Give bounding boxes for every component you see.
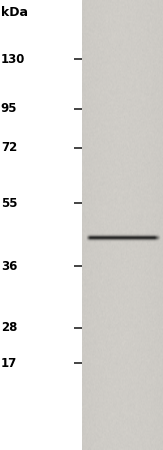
Text: 17: 17 <box>1 357 17 369</box>
Text: 130: 130 <box>1 53 25 66</box>
Text: kDa: kDa <box>1 6 28 19</box>
Text: 36: 36 <box>1 260 17 273</box>
Text: 55: 55 <box>1 197 17 210</box>
Text: 28: 28 <box>1 321 17 334</box>
Text: 72: 72 <box>1 141 17 154</box>
Text: 95: 95 <box>1 103 17 115</box>
